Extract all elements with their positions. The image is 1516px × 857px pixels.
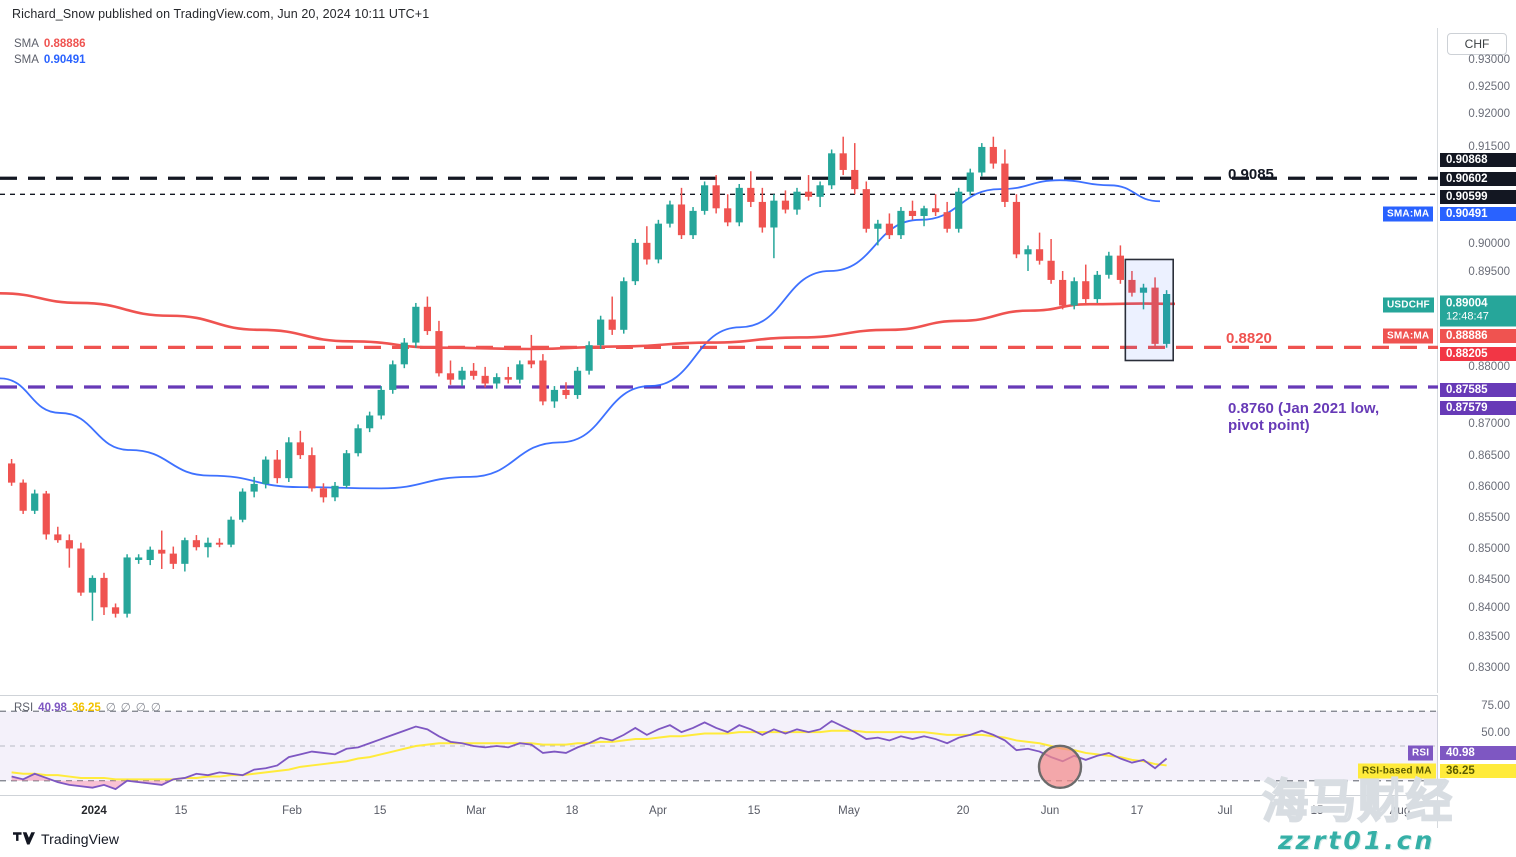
price-axis-badge: 0.87579 xyxy=(1440,401,1516,415)
time-axis-label: Apr xyxy=(649,805,667,817)
time-axis-label: 15 xyxy=(1310,805,1324,817)
price-axis-tick: 0.87000 xyxy=(1468,418,1510,430)
chart-annotation[interactable]: 0.8820 xyxy=(1226,330,1272,347)
rsi-legend: RSI 40.98 36.25 ∅ ∅ ∅ ∅ xyxy=(14,700,166,714)
price-axis-badge: 0.88886 xyxy=(1440,329,1516,343)
rsi-indicator-tag: RSI xyxy=(1408,745,1434,761)
price-axis-tick: 0.85500 xyxy=(1468,512,1510,524)
rsi-legend-empty: ∅ xyxy=(135,702,146,714)
price-axis-tick: 0.88000 xyxy=(1468,361,1510,373)
legend-row: SMA 0.90491 xyxy=(14,52,86,68)
time-axis-label: 20 xyxy=(956,805,970,817)
time-axis-label: 18 xyxy=(565,805,579,817)
publisher-line: Richard_Snow published on TradingView.co… xyxy=(12,7,430,21)
time-axis-label: 17 xyxy=(1130,805,1144,817)
rsi-legend-empty: ∅ xyxy=(150,702,161,714)
rsi-legend-value: 40.98 xyxy=(38,702,67,714)
time-axis-label: 2024 xyxy=(81,805,107,817)
price-axis[interactable]: CHF 0.93000 0.92500 0.92000 0.91500 0.90000 0… xyxy=(1439,28,1516,795)
last-price-value: 0.89004 xyxy=(1446,297,1488,310)
indicator-axis-tag: SMA:MA xyxy=(1383,328,1434,344)
price-axis-tick: 0.86000 xyxy=(1468,481,1510,493)
price-axis-tick: 0.90000 xyxy=(1468,238,1510,250)
price-axis-badge: 0.90868 xyxy=(1440,153,1516,167)
symbol-axis-tag: USDCHF xyxy=(1383,297,1434,313)
price-axis-tick: 0.83000 xyxy=(1468,662,1510,674)
rsi-legend-name: RSI xyxy=(14,702,34,714)
rsi-axis-badge: 40.98 xyxy=(1440,746,1516,760)
legend-row: SMA 0.88886 xyxy=(14,36,86,52)
price-axis-tick: 0.91500 xyxy=(1468,141,1510,153)
chart-annotation[interactable]: 0.8760 (Jan 2021 low, pivot point) xyxy=(1228,400,1380,434)
price-axis-badge: 0.90491 xyxy=(1440,207,1516,221)
rsi-axis-badge: 36.25 xyxy=(1440,764,1516,778)
price-axis-tick: 0.84500 xyxy=(1468,574,1510,586)
rsi-axis-tick: 75.00 xyxy=(1481,700,1510,712)
last-price-badge: 0.89004 12:48:47 xyxy=(1440,295,1516,327)
rsi-pane[interactable] xyxy=(0,695,1438,795)
time-axis-label: Feb xyxy=(282,805,302,817)
rsi-chart-canvas[interactable] xyxy=(0,696,1438,796)
currency-chip[interactable]: CHF xyxy=(1447,33,1507,55)
time-axis-label: Mar xyxy=(466,805,486,817)
rsi-axis-tick: 50.00 xyxy=(1481,727,1510,739)
time-axis-label: 15 xyxy=(174,805,188,817)
price-axis-badge: 0.90599 xyxy=(1440,190,1516,204)
price-axis-badge: 0.87585 xyxy=(1440,383,1516,397)
time-axis-label: Jun xyxy=(1040,805,1060,817)
time-axis-label: May xyxy=(838,805,860,817)
time-axis-label: 15 xyxy=(373,805,387,817)
chart-annotation[interactable]: 0.9085 xyxy=(1228,166,1274,183)
price-axis-badge: 0.90602 xyxy=(1440,172,1516,186)
time-axis[interactable]: 2024 15 Feb 15 Mar 18 Apr 15 May 20 Jun 17 Jul 15 Aug xyxy=(0,795,1438,828)
time-axis-label: 15 xyxy=(747,805,761,817)
price-axis-tick: 0.86500 xyxy=(1468,450,1510,462)
price-axis-tick: 0.84000 xyxy=(1468,602,1510,614)
url-watermark: zzrt01.cn xyxy=(1278,826,1436,855)
price-axis-tick: 0.83500 xyxy=(1468,631,1510,643)
price-axis-tick: 0.92000 xyxy=(1468,108,1510,120)
time-axis-label: Jul xyxy=(1217,805,1233,817)
legend-indicator-value: 0.88886 xyxy=(43,38,86,50)
rsi-legend-empty: ∅ xyxy=(105,702,116,714)
price-axis-tick: 0.93000 xyxy=(1468,54,1510,66)
price-pane[interactable] xyxy=(0,28,1438,693)
price-chart-canvas[interactable] xyxy=(0,28,1438,693)
legend-indicator-name: SMA xyxy=(14,38,39,50)
price-axis-tick: 0.92500 xyxy=(1468,81,1510,93)
rsi-indicator-tag: RSI-based MA xyxy=(1358,763,1436,779)
time-axis-label: Aug xyxy=(1389,805,1411,817)
indicator-axis-tag: SMA:MA xyxy=(1383,206,1434,222)
rsi-legend-ma-value: 36.25 xyxy=(71,702,101,714)
tradingview-brand-text: TradingView xyxy=(41,831,120,847)
price-axis-tick: 0.85000 xyxy=(1468,543,1510,555)
price-axis-badge: 0.88205 xyxy=(1440,347,1516,361)
legend-indicator-name: SMA xyxy=(14,54,39,66)
tradingview-mark-icon xyxy=(13,832,35,845)
price-axis-tick: 0.89500 xyxy=(1468,266,1510,278)
last-price-countdown: 12:48:47 xyxy=(1446,310,1489,323)
tradingview-logo[interactable]: TradingView xyxy=(13,831,119,847)
rsi-legend-empty: ∅ xyxy=(120,702,131,714)
legend-indicator-value: 0.90491 xyxy=(43,54,86,66)
price-legend: SMA 0.88886 SMA 0.90491 xyxy=(14,36,86,68)
